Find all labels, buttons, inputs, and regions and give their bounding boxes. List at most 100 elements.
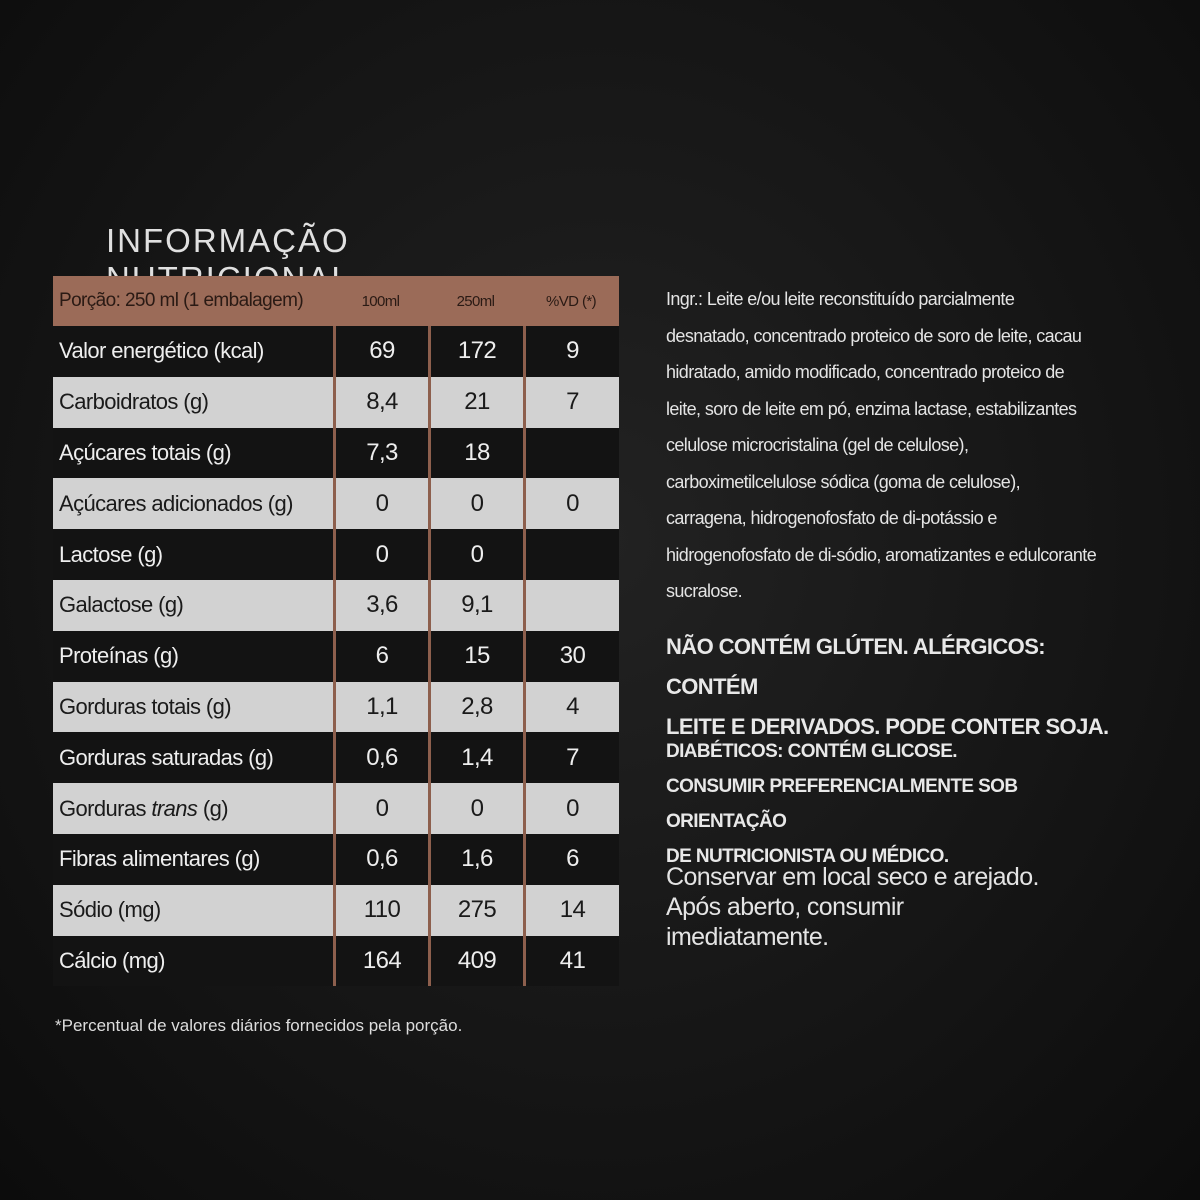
storage-line: Após aberto, consumir	[666, 893, 904, 921]
footnote: *Percentual de valores diários fornecido…	[55, 1016, 463, 1035]
value-vd: 0	[566, 489, 579, 517]
table-row: Fibras alimentares (g) 0,6 1,6 6	[53, 833, 619, 885]
value-vd-cell: 14	[523, 884, 619, 936]
value-100ml: 7,3	[366, 438, 398, 466]
nutrient-label-cell: Gorduras trans (g)	[53, 796, 333, 822]
value-250ml-cell: 9,1	[428, 579, 523, 631]
nutrient-label: Valor energético (kcal)	[59, 338, 264, 364]
ingredient-line-wrap: desnatado, concentrado proteico de soro …	[666, 318, 1121, 355]
ingredient-line: carragena, hidrogenofosfato de di-potáss…	[666, 508, 997, 528]
value-100ml: 0	[375, 540, 389, 568]
nutrient-label-cell: Gorduras totais (g)	[53, 694, 333, 720]
value-vd: 6	[566, 845, 579, 873]
ingredient-line-wrap: sucralose.	[666, 573, 1121, 610]
value-vd: 4	[566, 692, 579, 720]
nutrient-label-cell: Fibras alimentares (g)	[53, 846, 333, 872]
value-vd-cell	[523, 579, 619, 631]
trans-italic: trans	[151, 795, 198, 821]
allergen-line: NÃO CONTÉM GLÚTEN. ALÉRGICOS: CONTÉM	[666, 634, 1046, 699]
table-body: Valor energético (kcal) 69 172 9 Carboidrato…	[53, 326, 619, 987]
value-100ml-cell: 3,6	[333, 579, 428, 631]
ingredient-line-wrap: carboximetilcelulose sódica (goma de cel…	[666, 464, 1121, 501]
allergen-line-wrap: LEITE E DERIVADOS. PODE CONTER SOJA.	[666, 707, 1126, 747]
nutrient-label: Gorduras trans (g)	[59, 795, 229, 821]
value-250ml: 0	[470, 794, 484, 822]
col-100ml: 100ml	[361, 292, 400, 310]
value-100ml-cell: 0	[333, 529, 428, 580]
value-250ml: 1,6	[461, 845, 493, 873]
nutrition-table: Porção: 250 ml (1 embalagem) 100ml 250ml…	[53, 276, 619, 987]
diabetic-line: DIABÉTICOS: CONTÉM GLICOSE.	[666, 741, 958, 762]
allergen-warning: NÃO CONTÉM GLÚTEN. ALÉRGICOS: CONTÉM LEIT…	[666, 627, 1126, 747]
table-row: Valor energético (kcal) 69 172 9	[53, 326, 619, 377]
diabetic-line: CONSUMIR PREFERENCIALMENTE SOB ORIENTAÇÃ…	[666, 776, 1018, 832]
value-100ml: 69	[369, 337, 395, 365]
value-vd: 30	[559, 642, 586, 670]
ingredient-line: hidrogenofosfato de di-sódio, aromatizan…	[666, 544, 1097, 565]
value-250ml-cell: 275	[428, 884, 523, 936]
value-250ml: 18	[464, 438, 490, 466]
nutrient-label: Sódio (mg)	[59, 897, 161, 923]
storage-line: Conservar em local seco e arejado.	[666, 863, 1039, 891]
diabetic-line-wrap: CONSUMIR PREFERENCIALMENTE SOB ORIENTAÇÃ…	[666, 769, 1126, 839]
ingredient-line: desnatado, concentrado proteico de soro …	[666, 325, 1082, 346]
value-100ml-cell: 6	[333, 630, 428, 682]
value-250ml-cell: 409	[428, 935, 523, 987]
value-100ml-cell: 0,6	[333, 732, 428, 784]
value-250ml-cell: 15	[428, 630, 523, 682]
value-100ml: 0	[375, 489, 389, 517]
ingredient-line-wrap: leite, soro de leite em pó, enzima lacta…	[666, 391, 1121, 428]
ingredient-line-wrap: Ingr.: Leite e/ou leite reconstituído pa…	[666, 281, 1121, 318]
nutrient-label: Lactose (g)	[59, 541, 163, 567]
table-row: Galactose (g) 3,6 9,1	[53, 579, 619, 631]
ingredient-line-wrap: hidrogenofosfato de di-sódio, aromatizan…	[666, 537, 1121, 574]
value-vd-cell: 6	[523, 833, 619, 885]
nutrient-label-cell: Açúcares totais (g)	[53, 440, 333, 466]
value-250ml: 172	[457, 337, 497, 365]
value-vd-cell: 0	[523, 478, 619, 530]
storage-line-wrap: Conservar em local seco e arejado.	[666, 862, 1146, 892]
table-row: Cálcio (mg) 164 409 41	[53, 935, 619, 987]
value-100ml: 3,6	[366, 591, 398, 619]
ingredients: Ingr.: Leite e/ou leite reconstituído pa…	[666, 281, 1121, 610]
value-250ml-cell: 172	[428, 326, 523, 377]
nutrient-label-cell: Valor energético (kcal)	[53, 338, 333, 364]
ingredient-line: celulose microcristalina (gel de celulos…	[666, 435, 969, 455]
value-vd-cell: 9	[523, 326, 619, 377]
nutrient-label-cell: Lactose (g)	[53, 542, 333, 568]
value-250ml-cell: 1,4	[428, 732, 523, 784]
table-row: Açúcares adicionados (g) 0 0 0	[53, 478, 619, 530]
nutrient-label-cell: Sódio (mg)	[53, 897, 333, 923]
allergen-line-wrap: NÃO CONTÉM GLÚTEN. ALÉRGICOS: CONTÉM	[666, 627, 1126, 707]
value-250ml: 21	[464, 388, 490, 416]
ingredient-line: hidratado, amido modificado, concentrado…	[666, 362, 1065, 382]
nutrient-label-cell: Açúcares adicionados (g)	[53, 491, 333, 517]
nutrient-label: Açúcares adicionados (g)	[59, 490, 293, 516]
storage-instructions: Conservar em local seco e arejado. Após a…	[666, 862, 1146, 952]
value-100ml-cell: 8,4	[333, 376, 428, 428]
nutrient-label: Cálcio (mg)	[59, 947, 165, 973]
nutrient-label: Gorduras totais (g)	[59, 693, 232, 719]
col-250ml-cell: 250ml	[428, 276, 523, 326]
nutrient-label: Gorduras saturadas (g)	[59, 744, 274, 770]
value-250ml: 0	[470, 540, 484, 568]
col-vd: %VD (*)	[546, 292, 597, 310]
value-100ml-cell: 0	[333, 478, 428, 530]
nutrient-label-cell: Gorduras saturadas (g)	[53, 745, 333, 771]
value-250ml-cell: 0	[428, 529, 523, 580]
value-100ml-cell: 0	[333, 783, 428, 834]
nutrient-label: Galactose (g)	[59, 592, 184, 618]
value-100ml: 0,6	[366, 845, 398, 873]
portion-header: Porção: 250 ml (1 embalagem)	[59, 290, 304, 311]
value-250ml: 2,8	[461, 692, 493, 720]
storage-line: imediatamente.	[666, 923, 829, 951]
col-250ml: 250ml	[456, 292, 495, 310]
value-vd-cell: 7	[523, 732, 619, 784]
ingredient-line: Ingr.: Leite e/ou leite reconstituído pa…	[666, 289, 1015, 309]
value-vd-cell: 0	[523, 783, 619, 834]
value-vd-cell: 4	[523, 681, 619, 733]
value-100ml: 0,6	[366, 743, 398, 771]
nutrient-label: Proteínas (g)	[59, 643, 179, 669]
col-vd-cell: %VD (*)	[523, 276, 619, 326]
value-100ml: 6	[375, 642, 389, 670]
